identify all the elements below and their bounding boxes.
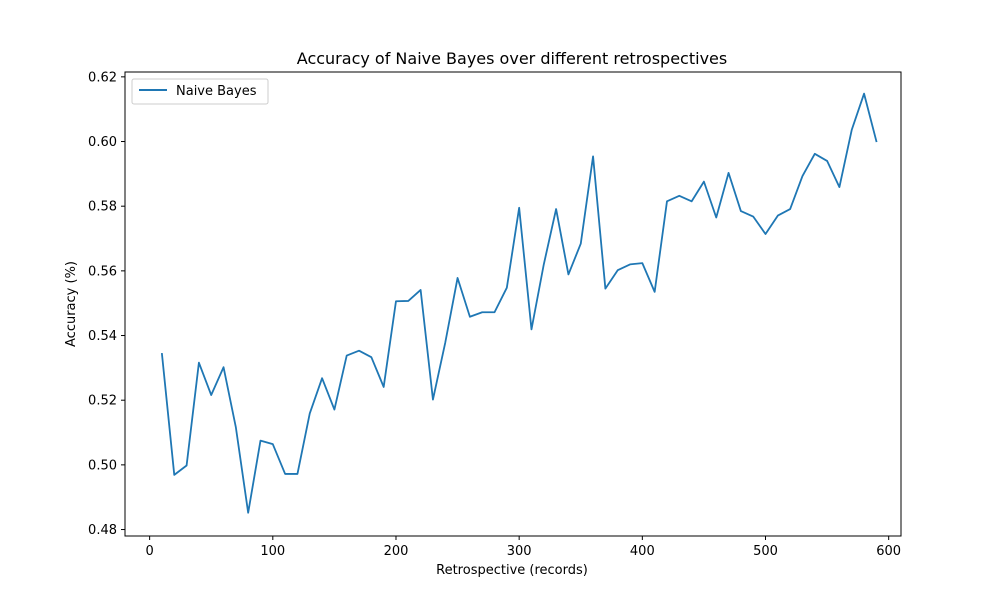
series-layer bbox=[160, 92, 878, 514]
x-axis-title: Retrospective (records) bbox=[436, 563, 588, 578]
y-tick-label: 0.54 bbox=[88, 329, 117, 344]
x-tick-label: 400 bbox=[630, 544, 655, 559]
y-tick-label: 0.58 bbox=[88, 200, 117, 215]
x-tick-label: 100 bbox=[260, 544, 285, 559]
x-tick-label: 600 bbox=[876, 544, 901, 559]
x-tick-label: 500 bbox=[753, 544, 778, 559]
y-tick-label: 0.56 bbox=[88, 264, 117, 279]
series-line-0 bbox=[160, 92, 878, 514]
y-tick-label: 0.52 bbox=[88, 394, 117, 409]
x-tick-label: 0 bbox=[145, 544, 153, 559]
y-tick-label: 0.48 bbox=[88, 523, 117, 538]
y-axis: 0.48 0.50 0.52 0.54 0.56 0.58 0.60 0.62 bbox=[88, 70, 125, 538]
x-axis: 0 100 200 300 400 500 600 bbox=[145, 536, 901, 559]
x-tick-label: 300 bbox=[507, 544, 532, 559]
plot-frame bbox=[124, 71, 902, 537]
y-tick-label: 0.62 bbox=[88, 70, 117, 85]
x-tick-label: 200 bbox=[384, 544, 409, 559]
y-tick-label: 0.60 bbox=[88, 135, 117, 150]
plot-area bbox=[125, 72, 901, 536]
legend-box bbox=[131, 78, 269, 105]
y-tick-label: 0.50 bbox=[88, 458, 117, 473]
y-axis-title: Accuracy (%) bbox=[64, 261, 79, 347]
legend-label: Naive Bayes bbox=[176, 84, 257, 99]
legend: Naive Bayes bbox=[131, 78, 269, 105]
chart-title: Accuracy of Naive Bayes over different r… bbox=[297, 49, 727, 68]
